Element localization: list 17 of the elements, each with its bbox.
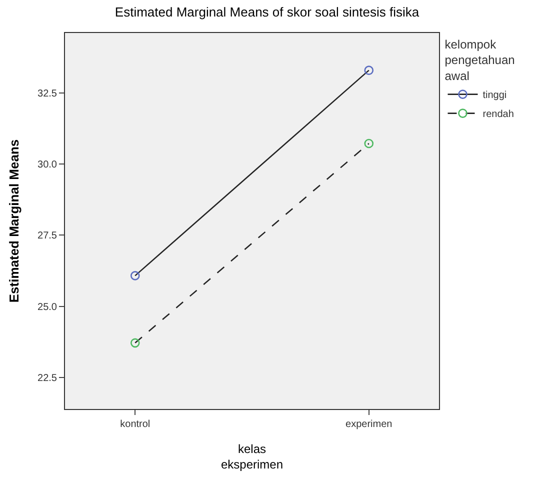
y-tick-label: 30.0 [38,160,58,171]
legend-title: kelompok pengetahuan awal [444,38,515,83]
chart-title: Estimated Marginal Means of skor soal sintesis fisika [114,4,420,20]
point [130,271,140,280]
y-tick-label: 22.5 [38,373,58,384]
point [364,66,374,75]
point [364,138,374,148]
y-tick-label: 27.5 [38,230,58,242]
x-tick-label: experimen [346,419,392,430]
point [130,338,140,348]
y-tick-label: 32.5 [38,88,58,100]
x-axis-title: kelas eksperimen [220,442,284,472]
y-tick-label: 25.0 [38,302,58,313]
y-axis-title: Estimated Marginal Means [6,139,22,303]
legend-label: tinggi [482,90,507,102]
legend-label: rendah [482,109,514,120]
x-tick-label: kontrol [120,419,150,430]
